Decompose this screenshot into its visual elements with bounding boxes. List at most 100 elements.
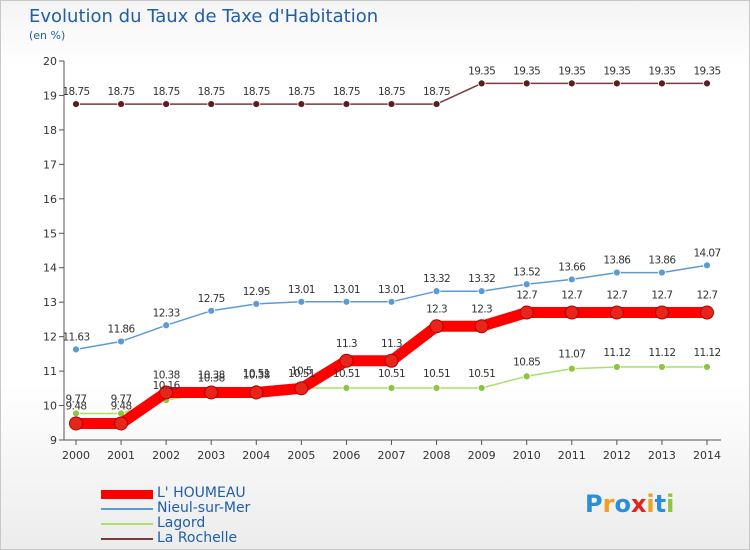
data-point-lagord <box>612 363 621 371</box>
data-label-lagord: 10.85 <box>513 356 540 368</box>
data-point-l-houmeau <box>204 385 219 400</box>
data-label-nieul-sur-mer: 13.01 <box>333 284 360 296</box>
data-label-la-rochelle: 19.35 <box>513 65 540 77</box>
data-point-la-rochelle <box>522 79 531 88</box>
data-point-nieul-sur-mer <box>117 337 125 346</box>
data-label-nieul-sur-mer: 13.32 <box>423 273 450 285</box>
data-point-la-rochelle <box>612 79 621 88</box>
data-point-nieul-sur-mer <box>342 297 351 306</box>
x-tick-label: 2013 <box>648 449 676 462</box>
data-label-nieul-sur-mer: 11.63 <box>62 331 89 343</box>
proxiti-logo: Proxiti <box>585 490 675 518</box>
x-tick-label: 2009 <box>468 449 496 462</box>
y-tick-label: 19 <box>43 89 57 102</box>
x-tick-label: 2012 <box>603 449 631 462</box>
data-label-nieul-sur-mer: 12.75 <box>198 293 225 305</box>
y-tick-label: 11 <box>43 365 57 378</box>
data-label-lagord: 10.51 <box>423 368 450 380</box>
data-point-l-houmeau <box>474 319 489 334</box>
data-point-lagord <box>567 364 576 373</box>
chart-unit: (en %) <box>29 29 66 42</box>
data-label-l-houmeau: 12.7 <box>651 290 672 302</box>
data-label-la-rochelle: 18.75 <box>108 86 135 98</box>
data-point-lagord <box>342 384 351 392</box>
y-tick-label: 10 <box>43 400 57 413</box>
data-point-l-houmeau <box>114 416 129 431</box>
data-point-lagord <box>477 384 486 392</box>
data-point-l-houmeau <box>294 381 309 396</box>
data-point-la-rochelle <box>117 100 125 108</box>
data-point-la-rochelle <box>162 100 171 108</box>
y-tick-label: 9 <box>50 434 57 447</box>
data-point-lagord <box>703 363 711 371</box>
data-point-nieul-sur-mer <box>432 287 441 296</box>
data-label-lagord: 11.12 <box>603 347 630 359</box>
data-label-nieul-sur-mer: 13.32 <box>468 273 495 285</box>
data-point-nieul-sur-mer <box>477 287 486 296</box>
y-tick-label: 20 <box>43 55 57 68</box>
data-point-nieul-sur-mer <box>297 297 306 306</box>
data-label-lagord: 10.51 <box>333 368 360 380</box>
data-label-la-rochelle: 18.75 <box>378 86 405 98</box>
data-point-lagord <box>432 384 441 392</box>
data-label-lagord: 9.77 <box>111 393 132 405</box>
data-label-l-houmeau: 12.3 <box>471 303 492 315</box>
data-label-lagord: 10.38 <box>198 372 225 384</box>
x-tick-label: 2008 <box>423 449 451 462</box>
data-point-la-rochelle <box>72 100 80 108</box>
y-tick-label: 13 <box>43 296 57 309</box>
data-label-l-houmeau: 12.7 <box>606 290 627 302</box>
data-point-la-rochelle <box>297 100 306 108</box>
y-tick-label: 17 <box>43 158 57 171</box>
data-label-lagord: 10.16 <box>153 380 181 392</box>
x-tick-label: 2010 <box>513 449 541 462</box>
data-label-la-rochelle: 18.75 <box>198 86 225 98</box>
x-tick-label: 2011 <box>558 449 586 462</box>
data-point-l-houmeau <box>700 305 714 320</box>
data-label-l-houmeau: 10.38 <box>243 369 270 381</box>
data-point-la-rochelle <box>658 79 666 88</box>
legend-swatch-lagord <box>101 523 153 525</box>
x-tick-label: 2003 <box>197 449 225 462</box>
data-label-lagord: 9.77 <box>66 393 87 405</box>
data-label-nieul-sur-mer: 11.86 <box>108 323 136 335</box>
data-label-l-houmeau: 12.3 <box>426 303 447 315</box>
data-label-la-rochelle: 18.75 <box>62 86 89 98</box>
data-point-la-rochelle <box>567 79 576 88</box>
data-point-l-houmeau <box>249 385 264 400</box>
data-label-l-houmeau: 11.3 <box>336 338 357 350</box>
y-tick-label: 16 <box>43 193 57 206</box>
legend-label-la-rochelle: La Rochelle <box>157 530 238 546</box>
data-point-nieul-sur-mer <box>612 268 621 277</box>
data-label-l-houmeau: 12.7 <box>697 290 718 302</box>
data-label-nieul-sur-mer: 13.52 <box>513 266 540 278</box>
data-label-nieul-sur-mer: 13.66 <box>558 261 586 273</box>
data-label-la-rochelle: 19.35 <box>693 65 720 77</box>
data-label-l-houmeau: 12.7 <box>516 290 537 302</box>
data-label-l-houmeau: 9.48 <box>111 400 132 412</box>
data-point-l-houmeau <box>159 385 174 400</box>
data-point-la-rochelle <box>703 79 711 88</box>
data-label-la-rochelle: 19.35 <box>648 65 675 77</box>
data-point-l-houmeau <box>339 353 354 368</box>
data-label-l-houmeau: 10.38 <box>153 369 180 381</box>
data-point-lagord <box>387 384 396 392</box>
legend-label-l-houmeau: L' HOUMEAU <box>157 485 246 501</box>
data-point-l-houmeau <box>69 416 83 431</box>
legend-swatch-l-houmeau <box>101 490 153 499</box>
data-label-la-rochelle: 18.75 <box>153 86 180 98</box>
y-tick-label: 12 <box>43 331 57 344</box>
x-tick-label: 2001 <box>107 449 135 462</box>
legend-label-nieul-sur-mer: Nieul-sur-Mer <box>157 500 251 516</box>
data-point-la-rochelle <box>432 100 441 108</box>
x-tick-label: 2000 <box>62 449 90 462</box>
data-point-la-rochelle <box>207 100 216 108</box>
y-tick-label: 18 <box>43 124 57 137</box>
data-label-l-houmeau: 12.7 <box>561 290 582 302</box>
data-label-lagord: 10.51 <box>288 368 315 380</box>
data-label-nieul-sur-mer: 12.33 <box>153 307 180 319</box>
data-label-lagord: 11.12 <box>693 347 720 359</box>
data-label-lagord: 11.07 <box>558 349 585 361</box>
data-label-nieul-sur-mer: 13.86 <box>648 255 676 267</box>
